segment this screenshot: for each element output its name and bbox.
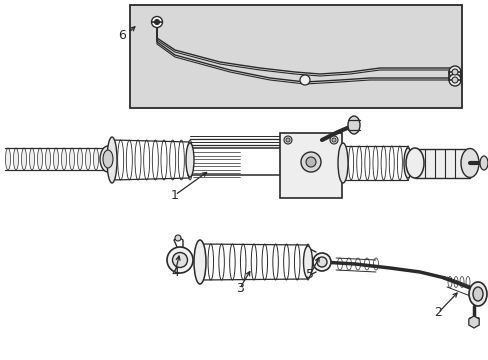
Circle shape [448, 66, 460, 78]
Ellipse shape [53, 148, 59, 170]
Bar [414, 149, 469, 178]
Ellipse shape [77, 148, 82, 170]
Circle shape [448, 74, 460, 86]
Ellipse shape [103, 150, 113, 168]
Circle shape [175, 235, 181, 241]
Ellipse shape [194, 240, 205, 284]
Circle shape [284, 136, 291, 144]
Circle shape [331, 138, 335, 142]
Ellipse shape [85, 148, 90, 170]
Text: 6: 6 [118, 28, 126, 41]
Ellipse shape [45, 148, 50, 170]
Ellipse shape [337, 143, 347, 183]
Ellipse shape [472, 287, 482, 301]
Circle shape [301, 152, 320, 172]
Text: 3: 3 [236, 282, 244, 294]
Ellipse shape [61, 148, 66, 170]
Circle shape [167, 247, 193, 273]
Circle shape [151, 17, 162, 27]
Circle shape [451, 69, 457, 75]
Text: 1: 1 [171, 189, 179, 202]
Ellipse shape [102, 148, 106, 170]
Text: 4: 4 [171, 266, 179, 279]
Ellipse shape [468, 282, 486, 306]
Bar [280, 133, 341, 198]
Ellipse shape [93, 148, 98, 170]
Bar [130, 5, 461, 108]
Ellipse shape [14, 148, 19, 170]
Circle shape [285, 138, 289, 142]
Ellipse shape [100, 146, 116, 172]
Circle shape [451, 77, 457, 83]
Ellipse shape [69, 148, 74, 170]
Circle shape [154, 19, 159, 24]
Ellipse shape [185, 143, 194, 177]
Ellipse shape [38, 148, 42, 170]
Ellipse shape [403, 148, 411, 178]
Ellipse shape [303, 246, 312, 278]
Circle shape [172, 252, 187, 267]
Ellipse shape [479, 156, 487, 170]
Ellipse shape [5, 148, 10, 170]
Circle shape [312, 253, 330, 271]
Ellipse shape [405, 148, 423, 178]
Ellipse shape [107, 137, 117, 183]
Text: 2: 2 [433, 306, 441, 320]
Ellipse shape [460, 149, 478, 177]
Circle shape [316, 257, 326, 267]
Circle shape [299, 75, 309, 85]
Ellipse shape [21, 148, 26, 170]
Ellipse shape [29, 148, 35, 170]
Text: 5: 5 [305, 269, 313, 282]
Ellipse shape [347, 116, 359, 134]
Circle shape [329, 136, 337, 144]
Circle shape [305, 157, 315, 167]
